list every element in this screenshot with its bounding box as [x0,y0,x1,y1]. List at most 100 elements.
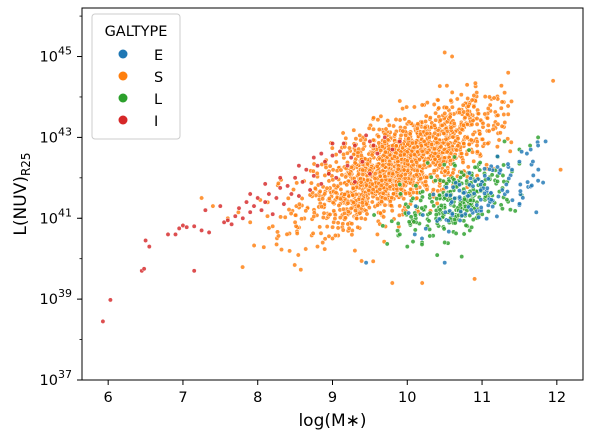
data-point [315,163,320,169]
data-point [386,122,392,128]
data-point [324,224,330,230]
data-point [370,187,376,192]
data-point [499,123,505,129]
data-point [285,195,291,201]
data-point [240,215,246,221]
data-point [490,126,496,132]
data-point [232,213,238,219]
data-point [485,122,491,128]
data-point [520,195,526,201]
data-point [359,159,365,165]
data-point [482,190,488,196]
data-point [351,127,357,133]
data-point [413,183,419,189]
data-point [467,170,472,176]
data-point [332,216,338,222]
data-point [348,205,354,211]
data-point [405,204,411,210]
series-S [199,50,564,286]
data-point [391,191,397,197]
data-point [341,151,347,157]
data-point [276,233,281,239]
data-point [350,192,356,198]
data-point [330,141,335,146]
data-point [421,138,427,144]
data-point [470,149,475,155]
data-point [409,140,415,146]
data-point [535,167,541,173]
data-point [469,224,475,230]
data-point [352,248,358,254]
data-point [485,115,490,121]
data-point [404,158,410,164]
data-point [434,196,440,202]
legend-marker [118,115,128,125]
data-point [412,212,418,218]
data-point [441,130,447,136]
data-point [457,194,463,200]
data-point [423,119,429,124]
x-tick-label: 7 [178,390,187,406]
data-point [247,219,253,225]
data-point [433,212,439,218]
data-point [356,171,362,177]
data-point [320,196,326,202]
data-point [476,214,482,220]
data-point [397,117,403,123]
data-point [292,219,298,225]
data-point [392,153,398,159]
legend-label: I [154,114,158,130]
data-point [376,134,382,140]
data-point [339,172,345,178]
data-point [376,140,382,146]
data-point [420,212,426,218]
legend-title: GALTYPE [105,24,168,40]
data-point [424,174,430,180]
data-point [437,192,442,198]
data-point [191,268,197,274]
data-point [321,210,327,216]
data-point [472,80,478,86]
data-point [379,199,385,205]
data-point [482,166,488,172]
data-point [398,191,404,197]
data-point [374,231,380,237]
data-point [478,182,484,188]
data-point [380,162,386,168]
data-point [460,102,466,108]
data-point [434,200,440,206]
data-point [411,219,417,225]
data-point [419,148,425,154]
data-point [408,186,414,192]
data-point [431,203,437,209]
data-point [449,199,455,205]
data-point [509,167,515,173]
data-point [255,195,261,201]
data-point [430,191,436,197]
data-point [445,218,451,224]
data-point [240,264,246,270]
data-point [444,105,450,111]
data-point [438,203,444,208]
data-point [352,143,358,148]
data-point [535,178,541,184]
data-point [457,202,463,208]
data-point [466,147,472,153]
data-point [498,83,504,89]
data-point [485,202,491,208]
data-point [296,193,302,199]
data-point [458,92,464,98]
data-point [411,104,417,110]
data-point [379,177,385,183]
data-point [363,132,369,138]
data-point [335,220,341,226]
data-point [457,110,462,116]
data-point [468,137,474,143]
data-point [502,120,508,125]
data-point [480,120,486,126]
data-point [469,97,475,103]
data-point [429,199,435,205]
data-point [464,82,470,88]
data-point [485,208,491,214]
data-point [499,206,505,212]
